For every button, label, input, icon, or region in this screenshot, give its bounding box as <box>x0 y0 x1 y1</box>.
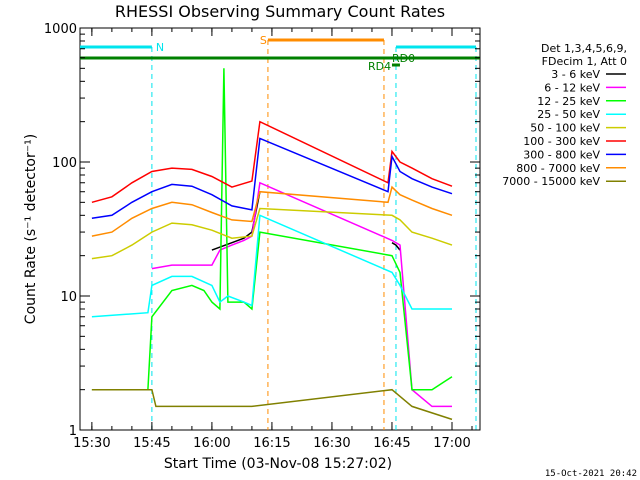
legend-item-label-6: 300 - 800 keV <box>523 148 600 161</box>
y-tick-label: 100 <box>52 156 77 171</box>
legend: Det 1,3,4,5,6,9, FDecim 1, Att 0 3 - 6 k… <box>502 42 627 188</box>
series-line-8 <box>91 388 453 421</box>
tick-layer: 15:30 15:45 16:00 16:15 16:30 16:45 17:00 1 10 10… <box>44 22 480 451</box>
x-axis-label: Start Time (03-Nov-08 15:27:02) <box>164 456 392 472</box>
y-tick-label: 10 <box>60 290 77 305</box>
series-line-7 <box>91 185 453 237</box>
x-tick-label: 15:45 <box>133 436 170 451</box>
series-line-5 <box>91 120 453 204</box>
legend-item-label-5: 100 - 300 keV <box>523 135 600 148</box>
legend-item-label-7: 800 - 7000 keV <box>516 162 600 175</box>
legend-item-label-0: 3 - 6 keV <box>551 68 600 81</box>
footer-date: 15-Oct-2021 20:42 <box>545 469 637 479</box>
x-tick-label: 16:45 <box>373 436 410 451</box>
flag-label-rd0: RD0 <box>392 52 415 65</box>
y-tick-label: 1 <box>69 424 77 439</box>
x-tick-label: 15:30 <box>73 436 110 451</box>
flag-label-s: S <box>260 34 267 47</box>
y-axis-label: Count Rate (s⁻¹ detector⁻¹) <box>23 134 39 324</box>
legend-item-label-2: 12 - 25 keV <box>537 95 600 108</box>
x-tick-label: 16:30 <box>313 436 350 451</box>
y-tick-label: 1000 <box>44 22 77 37</box>
series-layer <box>91 68 453 421</box>
legend-header-line-2: FDecim 1, Att 0 <box>542 55 627 68</box>
series-line-6 <box>91 137 453 220</box>
x-tick-label: 16:00 <box>193 436 230 451</box>
series-line-4 <box>91 207 453 260</box>
x-tick-label: 16:15 <box>253 436 290 451</box>
plot-frame <box>79 27 481 431</box>
legend-header-line-1: Det 1,3,4,5,6,9, <box>541 42 627 55</box>
x-tick-label: 17:00 <box>433 436 470 451</box>
legend-item-label-8: 7000 - 15000 keV <box>502 175 600 188</box>
series-line-3 <box>91 214 452 318</box>
flag-label-n: N <box>156 41 164 54</box>
flag-label-rd4: RD4 <box>368 60 391 73</box>
legend-item-label-4: 50 - 100 keV <box>530 122 600 135</box>
legend-item-label-3: 25 - 50 keV <box>537 108 600 121</box>
chart-title: RHESSI Observing Summary Count Rates <box>115 2 445 21</box>
legend-item-label-1: 6 - 12 keV <box>544 81 600 94</box>
series-line-2 <box>91 68 453 391</box>
